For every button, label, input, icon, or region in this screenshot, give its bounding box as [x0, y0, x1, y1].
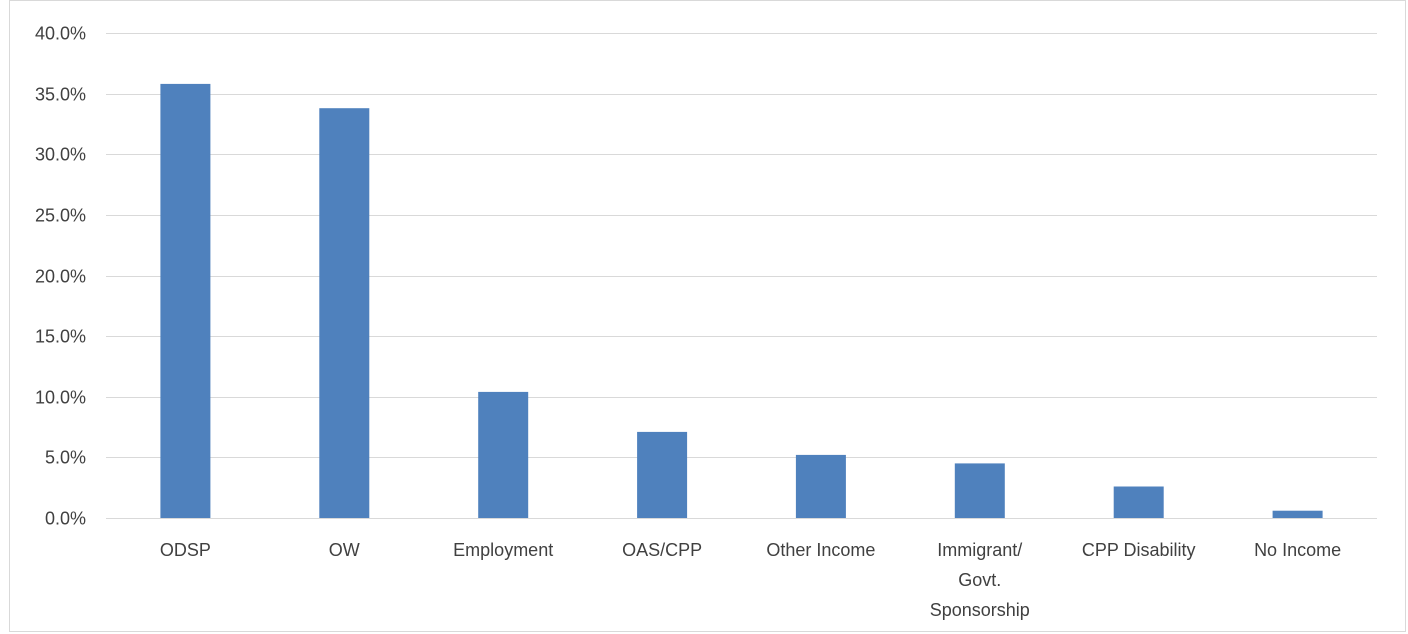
y-tick-label: 15.0% — [35, 327, 86, 347]
x-tick-label-line: OW — [329, 540, 360, 560]
bar — [1272, 510, 1323, 518]
y-tick-label: 40.0% — [35, 24, 86, 44]
y-tick-label: 30.0% — [35, 145, 86, 165]
x-tick-label: Other Income — [766, 540, 875, 560]
x-tick-label-line: Govt. — [958, 570, 1001, 590]
bar — [160, 83, 211, 519]
y-tick-label: 5.0% — [45, 448, 86, 468]
x-tick-label-line: Sponsorship — [930, 600, 1030, 620]
chart-frame — [9, 0, 1406, 632]
x-tick-label-line: OAS/CPP — [622, 540, 702, 560]
x-tick-label: OAS/CPP — [622, 540, 702, 560]
x-tick-label: ODSP — [160, 540, 211, 560]
x-tick-label-line: No Income — [1254, 540, 1341, 560]
bars — [160, 83, 1323, 519]
y-tick-label: 0.0% — [45, 509, 86, 529]
bar — [637, 431, 688, 518]
x-tick-label: OW — [329, 540, 360, 560]
x-tick-label: Immigrant/Govt. Sponsorship — [930, 540, 1030, 620]
y-tick-label: 35.0% — [35, 85, 86, 105]
bar — [478, 391, 529, 518]
x-tick-label-line: ODSP — [160, 540, 211, 560]
x-axis-tick-labels: ODSP OW Employment OAS/CPP Other Income Immig… — [160, 540, 1341, 620]
gridlines — [106, 33, 1377, 519]
x-tick-label-line: Other Income — [766, 540, 875, 560]
y-tick-label: 10.0% — [35, 388, 86, 408]
y-tick-label: 20.0% — [35, 267, 86, 287]
bar — [954, 463, 1005, 518]
bar — [1113, 486, 1164, 518]
x-tick-label: CPP Disability — [1082, 540, 1196, 560]
x-tick-label: No Income — [1254, 540, 1341, 560]
x-tick-label-line: CPP Disability — [1082, 540, 1196, 560]
y-axis-tick-labels: 0.0% 5.0% 10.0% 15.0% 20.0% 25.0% 30.0% 35.0% 40… — [35, 24, 86, 529]
y-tick-label: 25.0% — [35, 206, 86, 226]
x-tick-label: Employment — [453, 540, 553, 560]
x-tick-label-line: Employment — [453, 540, 553, 560]
bar — [795, 454, 846, 518]
x-tick-label-line: Immigrant/ — [937, 540, 1022, 560]
bar — [319, 108, 370, 518]
